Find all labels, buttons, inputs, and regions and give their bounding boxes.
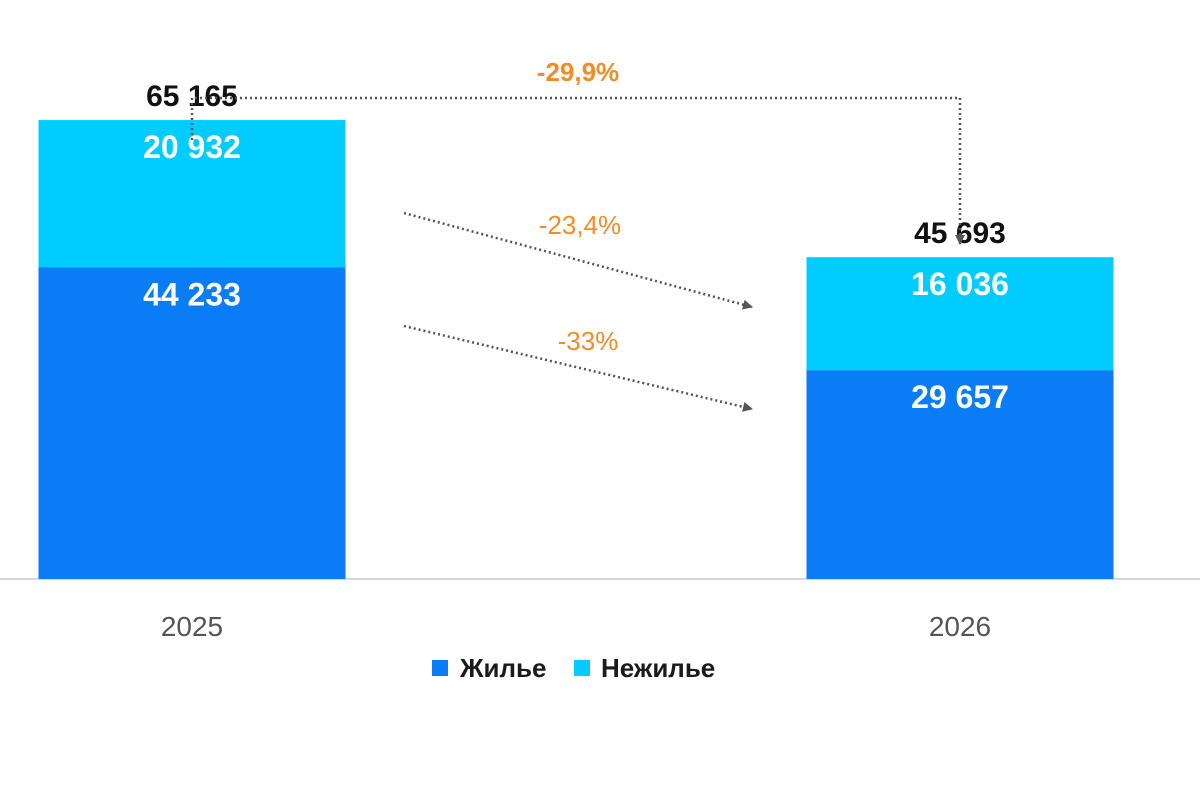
total-change-connector bbox=[190, 96, 965, 245]
legend-label-nezhilye: Нежилье bbox=[601, 653, 715, 683]
data-label-nezhilye-2026: 16 036 bbox=[911, 266, 1009, 302]
legend-swatch-nezhilye bbox=[574, 660, 590, 676]
legend: Жилье Нежилье bbox=[432, 653, 715, 683]
data-label-zhilye-2025: 44 233 bbox=[143, 276, 241, 312]
legend-swatch-zhilye bbox=[432, 660, 448, 676]
bar-segment-zhilye-2026 bbox=[806, 370, 1114, 579]
legend-label-zhilye: Жилье bbox=[459, 653, 546, 683]
category-label-2025: 2025 bbox=[161, 611, 223, 642]
data-label-zhilye-2026: 29 657 bbox=[911, 379, 1009, 415]
bar-segment-nezhilye-2026 bbox=[806, 257, 1114, 371]
category-label-2026: 2026 bbox=[929, 611, 991, 642]
series-1-change-label: -33% bbox=[558, 326, 619, 356]
series-2-change-label: -23,4% bbox=[539, 210, 621, 240]
total-change-label: -29,9% bbox=[537, 57, 619, 87]
series-2-change-arrow bbox=[403, 211, 753, 310]
total-label-2025: 65 165 bbox=[146, 80, 238, 113]
bar-segment-zhilye-2025 bbox=[38, 267, 346, 579]
bar-segment-nezhilye-2025 bbox=[38, 120, 346, 268]
data-label-nezhilye-2025: 20 932 bbox=[143, 129, 241, 165]
